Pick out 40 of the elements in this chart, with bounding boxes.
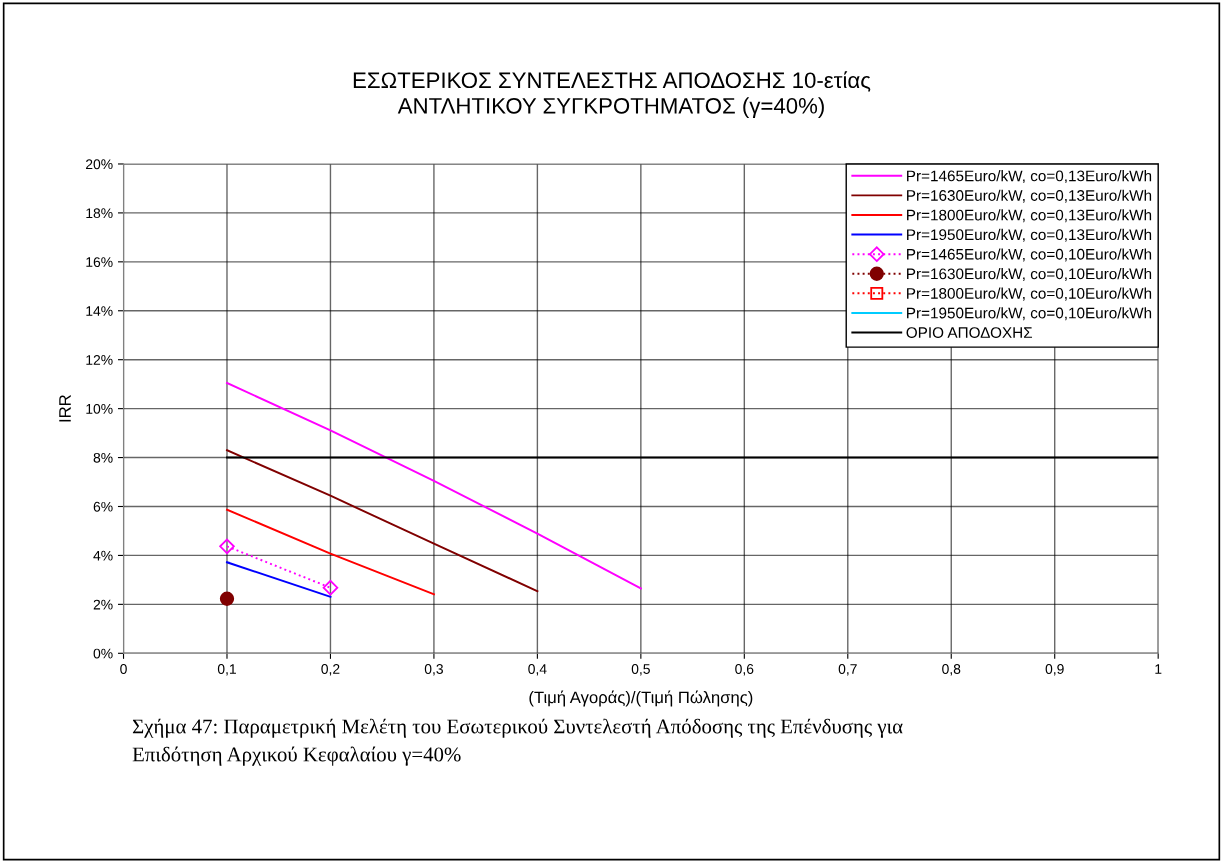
chart-title: ΕΣΩΤΕΡΙΚΟΣ ΣΥΝΤΕΛΕΣΤΗΣ ΑΠΟΔΟΣΗΣ 10-ετίας ΑΝΤΛΗΤΙΚΟΥ ΣΥΓΚΡΟΤΗΜΑΤΟΣ (γ=40%) [353,71,871,119]
x-tick-label: 0,5 [631,664,650,676]
y-tick-label: 14% [86,306,113,316]
x-tick-label: 0,2 [321,664,340,676]
x-tick-label: 0,3 [424,664,443,676]
legend-label: Pr=1630Euro/kW, co=0,10Euro/kWh [907,268,1152,282]
point [219,591,235,606]
y-tick-label: 6% [93,501,113,512]
line-series [226,449,539,593]
legend-label: Pr=1800Euro/kW, co=0,10Euro/kWh [907,287,1152,301]
x-tick-label: 1 [1155,664,1162,674]
y-tick-label: 20% [86,159,113,170]
text: Σχήμα 47: Παραμετρική Μελέτη του Εσωτερικού Συντελεστή Απόδοσης της Επένδυσης για Επιδότηση Αρχικού Κεφαλαίου γ=40% [132,718,903,766]
legend-label: Pr=1465Euro/kW, co=0,10Euro/kWh [907,248,1152,262]
y-tick-label: 8% [93,452,113,463]
x-tick-label: 0 [120,664,127,674]
line-series [226,381,642,590]
point [322,579,339,596]
x-axis-title: (Τιμή Αγοράς)/(Τιμή Πώλησης) [529,690,753,707]
x-tick-label: 0,9 [1045,664,1064,676]
legend-label: Pr=1465Euro/kW, co=0,13Euro/kWh [907,170,1152,184]
x-tick-label: 0,6 [735,664,754,676]
y-axis-title: IRR [59,395,71,422]
y-tick-label: 18% [86,208,113,219]
legend-label: Pr=1950Euro/kW, co=0,10Euro/kWh [907,307,1152,321]
x-tick-label: 0,4 [528,664,547,676]
legend-label: Pr=1630Euro/kW, co=0,13Euro/kWh [907,189,1152,203]
y-tick-label: 4% [93,550,113,561]
y-tick-label: 0% [93,648,113,659]
point [219,538,235,555]
y-tick-label: 16% [86,257,113,267]
x-tick-label: 0,7 [838,664,857,676]
legend-label: ΟΡΙΟ ΑΠΟΔΟΧΗΣ [906,327,1033,339]
x-tick-label: 0,8 [942,664,961,676]
x-tick-label: 0,1 [217,664,236,676]
y-tick-label: 2% [93,599,113,610]
legend-label: Pr=1800Euro/kW, co=0,13Euro/kWh [907,209,1152,223]
y-tick-label: 12% [86,355,113,365]
y-tick-label: 10% [86,403,113,414]
legend-label: Pr=1950Euro/kW, co=0,13Euro/kWh [907,228,1152,242]
